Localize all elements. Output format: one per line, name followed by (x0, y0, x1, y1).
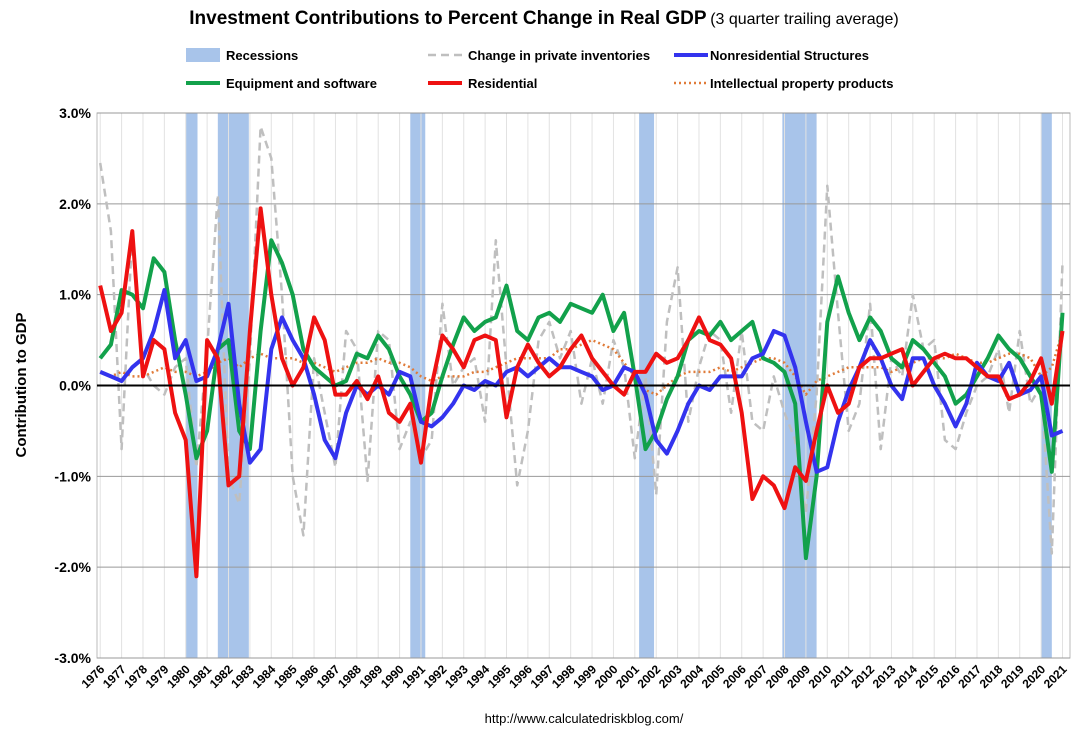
legend-item: Intellectual property products (674, 76, 893, 91)
legend-item: Change in private inventories (428, 48, 650, 63)
legend-item: Nonresidential Structures (674, 48, 869, 63)
series-line (98, 238, 1065, 561)
legend-label: Intellectual property products (710, 76, 893, 91)
chart-subtitle: (3 quarter trailing average) (710, 11, 899, 28)
legend-label: Residential (468, 76, 537, 91)
chart-heading: Investment Contributions to Percent Chan… (189, 8, 898, 29)
legend-label: Recessions (226, 48, 298, 63)
legend-label: Change in private inventories (468, 48, 650, 63)
y-tick-label: 1.0% (59, 287, 91, 303)
legend-label: Nonresidential Structures (710, 48, 869, 63)
series-line (99, 330, 1064, 396)
legend-item: Recessions (186, 48, 298, 63)
series-line (98, 125, 1064, 555)
y-tick-label: -2.0% (54, 559, 91, 575)
y-tick-label: -3.0% (54, 650, 91, 666)
legend-item: Equipment and software (186, 76, 377, 91)
y-axis-label: Contribution to GDP (13, 313, 30, 458)
series-line (98, 206, 1065, 579)
legend-label: Equipment and software (226, 76, 377, 91)
y-tick-label: 3.0% (59, 105, 91, 121)
series-line (99, 288, 1064, 474)
y-tick-label: 2.0% (59, 196, 91, 212)
y-tick-label: -1.0% (54, 468, 91, 484)
source: http://www.calculatedriskblog.com/ (485, 711, 684, 726)
x-tick-label: 2021 (1041, 662, 1070, 691)
legend-swatch (186, 48, 220, 62)
y-tick-label: 0.0% (59, 378, 91, 394)
legend-item: Residential (428, 76, 537, 91)
chart-title: Investment Contributions to Percent Chan… (189, 8, 707, 29)
x-tick-label: 2011 (827, 662, 856, 691)
